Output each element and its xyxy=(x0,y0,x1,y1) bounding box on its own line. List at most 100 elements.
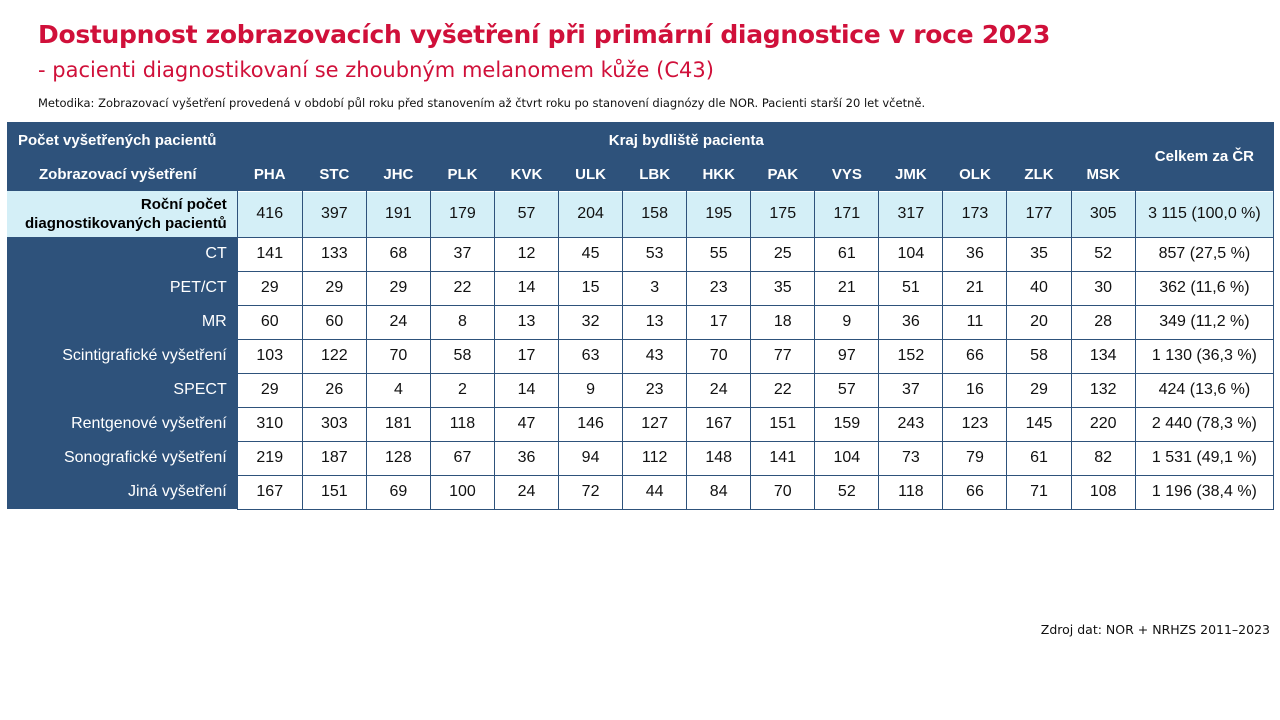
exam-cell: 112 xyxy=(622,441,688,476)
exam-cell: 310 xyxy=(236,407,303,442)
annual-cell: 195 xyxy=(686,190,752,238)
exam-cell: 159 xyxy=(814,407,880,442)
exam-cell: 57 xyxy=(814,373,880,408)
exam-cell: 132 xyxy=(1070,373,1136,408)
exam-row: SPECT 29 26 4 2 14 9 23 24 22 57 37 16 29 132 424 (13,6… xyxy=(7,373,1275,408)
exam-cell: 3 xyxy=(622,271,688,306)
exam-cell: 55 xyxy=(686,237,752,272)
annual-cell: 416 xyxy=(236,190,303,238)
exam-cell: 66 xyxy=(942,475,1008,510)
exam-cell: 24 xyxy=(686,373,752,408)
exam-cell: 24 xyxy=(365,305,431,340)
region-header-plk: PLK xyxy=(430,158,495,191)
exam-cell: 28 xyxy=(1070,305,1136,340)
annual-cell: 158 xyxy=(622,190,688,238)
header-row-regions: Zobrazovací vyšetření PHA STC JHC PLK KVK ULK… xyxy=(7,158,1274,191)
region-header-lbk: LBK xyxy=(622,158,687,191)
exam-cell: 37 xyxy=(878,373,944,408)
exam-cell: 219 xyxy=(236,441,303,476)
exam-row: Sonografické vyšetření 219 187 128 67 36 94 112… xyxy=(7,441,1275,476)
exam-cell: 167 xyxy=(236,475,303,510)
exam-cell: 17 xyxy=(686,305,752,340)
exam-row-label: MR xyxy=(7,305,238,339)
region-header-stc: STC xyxy=(302,158,367,191)
exam-cell: 20 xyxy=(1006,305,1072,340)
annual-cell: 204 xyxy=(558,190,624,238)
exam-cell: 63 xyxy=(558,339,624,374)
annual-row-label: Roční počet diagnostikovaných pacientů xyxy=(7,191,238,237)
exam-row-label: Scintigrafické vyšetření xyxy=(7,339,238,373)
exam-cell: 35 xyxy=(1006,237,1072,272)
exam-cell: 71 xyxy=(1006,475,1072,510)
exam-cell: 70 xyxy=(686,339,752,374)
exam-row-label: Rentgenové vyšetření xyxy=(7,407,238,441)
exam-cell: 43 xyxy=(622,339,688,374)
exam-row: MR 60 60 24 8 13 32 13 17 18 9 36 11 20 28 349 (11,2 %) xyxy=(7,305,1275,340)
exam-cell: 23 xyxy=(686,271,752,306)
exam-cell: 37 xyxy=(429,237,495,272)
corner-top-label: Počet vyšetřených pacientů xyxy=(7,122,238,158)
annual-cell: 171 xyxy=(814,190,880,238)
exam-cell: 118 xyxy=(878,475,944,510)
exam-cell: 84 xyxy=(686,475,752,510)
exam-total-cell: 1 196 (38,4 %) xyxy=(1134,475,1275,510)
exam-cell: 79 xyxy=(942,441,1008,476)
header-row-top: Počet vyšetřených pacientů Kraj bydliště… xyxy=(7,122,1274,191)
corner-bottom-label: Zobrazovací vyšetření xyxy=(7,158,238,191)
exam-cell: 167 xyxy=(686,407,752,442)
exam-cell: 141 xyxy=(750,441,816,476)
exam-cell: 67 xyxy=(429,441,495,476)
exam-cell: 70 xyxy=(365,339,431,374)
region-header-zlk: ZLK xyxy=(1006,158,1072,191)
exam-cell: 146 xyxy=(558,407,624,442)
exam-cell: 187 xyxy=(301,441,367,476)
annual-cell: 317 xyxy=(878,190,944,238)
region-header-jmk: JMK xyxy=(878,158,943,191)
exam-cell: 100 xyxy=(429,475,495,510)
exam-cell: 51 xyxy=(878,271,944,306)
exam-cell: 69 xyxy=(365,475,431,510)
region-header-jhc: JHC xyxy=(366,158,431,191)
region-header-msk: MSK xyxy=(1071,158,1136,191)
exam-cell: 77 xyxy=(750,339,816,374)
exam-cell: 13 xyxy=(493,305,560,340)
annual-total-cell: 3 115 (100,0 %) xyxy=(1134,190,1275,238)
exam-total-cell: 349 (11,2 %) xyxy=(1134,305,1275,340)
exam-cell: 29 xyxy=(301,271,367,306)
exam-availability-table: Počet vyšetřených pacientů Kraj bydliště… xyxy=(7,122,1275,510)
exam-cell: 73 xyxy=(878,441,944,476)
exam-cell: 14 xyxy=(493,271,560,306)
exam-cell: 11 xyxy=(942,305,1008,340)
exam-cell: 220 xyxy=(1070,407,1136,442)
exam-cell: 29 xyxy=(365,271,431,306)
exam-cell: 151 xyxy=(301,475,367,510)
annual-cell: 191 xyxy=(365,190,431,238)
exam-cell: 303 xyxy=(301,407,367,442)
exam-cell: 23 xyxy=(622,373,688,408)
exam-cell: 15 xyxy=(558,271,624,306)
exam-cell: 2 xyxy=(429,373,495,408)
exam-cell: 66 xyxy=(942,339,1008,374)
exam-cell: 72 xyxy=(558,475,624,510)
exam-cell: 70 xyxy=(750,475,816,510)
annual-row-label-line2: diagnostikovaných pacientů xyxy=(25,215,227,232)
exam-cell: 148 xyxy=(686,441,752,476)
annual-cell: 173 xyxy=(942,190,1008,238)
exam-cell: 145 xyxy=(1006,407,1072,442)
exam-cell: 29 xyxy=(236,271,303,306)
exam-cell: 104 xyxy=(878,237,944,272)
exam-cell: 45 xyxy=(558,237,624,272)
total-column-header: Celkem za ČR xyxy=(1135,122,1274,191)
exam-row: Rentgenové vyšetření 310 303 181 118 47 146 127… xyxy=(7,407,1275,442)
exam-cell: 141 xyxy=(236,237,303,272)
exam-cell: 53 xyxy=(622,237,688,272)
exam-row-label: PET/CT xyxy=(7,271,238,305)
exam-total-cell: 2 440 (78,3 %) xyxy=(1134,407,1275,442)
annual-row-label-line1: Roční počet xyxy=(140,196,227,213)
exam-cell: 44 xyxy=(622,475,688,510)
annual-cell: 179 xyxy=(429,190,495,238)
exam-cell: 40 xyxy=(1006,271,1072,306)
exam-cell: 118 xyxy=(429,407,495,442)
exam-cell: 32 xyxy=(558,305,624,340)
exam-cell: 127 xyxy=(622,407,688,442)
